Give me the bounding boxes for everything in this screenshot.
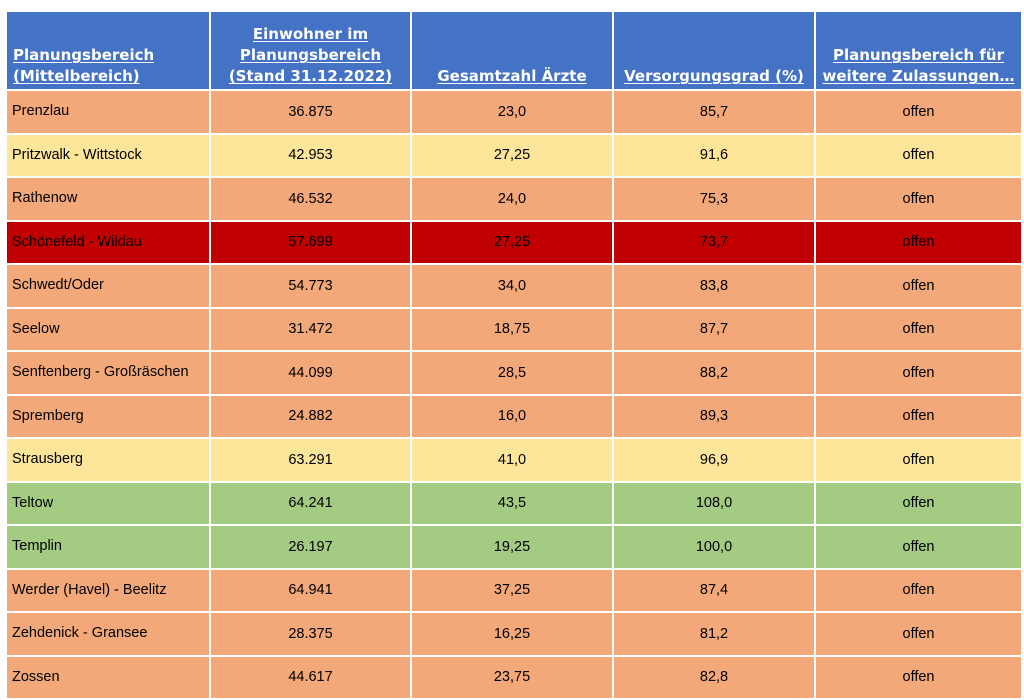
cell-zulassungsstatus: offen — [814, 263, 1023, 309]
cell-gesamtzahl-aerzte: 19,25 — [410, 524, 614, 570]
cell-einwohner: 31.472 — [209, 306, 412, 352]
cell-zulassungsstatus: offen — [814, 306, 1023, 352]
cell-zulassungsstatus: offen — [814, 176, 1023, 222]
cell-planungsbereich: Schwedt/Oder — [5, 263, 211, 309]
cell-einwohner: 44.617 — [209, 654, 412, 700]
cell-zulassungsstatus: offen — [814, 480, 1023, 526]
cell-versorgungsgrad: 85,7 — [612, 89, 816, 135]
cell-zulassungsstatus: offen — [814, 393, 1023, 439]
cell-gesamtzahl-aerzte: 24,0 — [410, 176, 614, 222]
table-row: Strausberg 63.291 41,0 96,9 offen — [5, 437, 1023, 483]
cell-versorgungsgrad: 83,8 — [612, 263, 816, 309]
cell-versorgungsgrad: 87,4 — [612, 567, 816, 613]
cell-planungsbereich: Templin — [5, 524, 211, 570]
cell-versorgungsgrad: 81,2 — [612, 611, 816, 657]
table-row: Zehdenick - Gransee 28.375 16,25 81,2 offen — [5, 611, 1023, 657]
cell-planungsbereich: Werder (Havel) - Beelitz — [5, 567, 211, 613]
cell-gesamtzahl-aerzte: 41,0 — [410, 437, 614, 483]
cell-einwohner: 64.941 — [209, 567, 412, 613]
cell-gesamtzahl-aerzte: 28,5 — [410, 350, 614, 396]
cell-zulassungsstatus: offen — [814, 89, 1023, 135]
cell-gesamtzahl-aerzte: 34,0 — [410, 263, 614, 309]
cell-einwohner: 26.197 — [209, 524, 412, 570]
cell-versorgungsgrad: 82,8 — [612, 654, 816, 700]
table-row: Seelow 31.472 18,75 87,7 offen — [5, 306, 1023, 352]
cell-planungsbereich: Pritzwalk - Wittstock — [5, 132, 211, 178]
cell-einwohner: 44.099 — [209, 350, 412, 396]
cell-planungsbereich: Zehdenick - Gransee — [5, 611, 211, 657]
table-row: Prenzlau 36.875 23,0 85,7 offen — [5, 89, 1023, 135]
cell-einwohner: 54.773 — [209, 263, 412, 309]
table-row: Spremberg 24.882 16,0 89,3 offen — [5, 393, 1023, 439]
cell-gesamtzahl-aerzte: 16,25 — [410, 611, 614, 657]
cell-versorgungsgrad: 91,6 — [612, 132, 816, 178]
table-row: Zossen 44.617 23,75 82,8 offen — [5, 654, 1023, 700]
cell-planungsbereich: Spremberg — [5, 393, 211, 439]
table-row: Schönefeld - Wildau 57.699 27,25 73,7 offen — [5, 219, 1023, 265]
cell-versorgungsgrad: 108,0 — [612, 480, 816, 526]
cell-zulassungsstatus: offen — [814, 350, 1023, 396]
cell-planungsbereich: Senftenberg - Großräschen — [5, 350, 211, 396]
versorgung-table: Planungsbereich (Mittelbereich) Einwohne… — [5, 10, 1023, 700]
cell-planungsbereich: Schönefeld - Wildau — [5, 219, 211, 265]
cell-gesamtzahl-aerzte: 18,75 — [410, 306, 614, 352]
cell-gesamtzahl-aerzte: 37,25 — [410, 567, 614, 613]
table-row: Senftenberg - Großräschen 44.099 28,5 88,2 o… — [5, 350, 1023, 396]
cell-versorgungsgrad: 88,2 — [612, 350, 816, 396]
cell-versorgungsgrad: 100,0 — [612, 524, 816, 570]
cell-versorgungsgrad: 89,3 — [612, 393, 816, 439]
cell-gesamtzahl-aerzte: 43,5 — [410, 480, 614, 526]
cell-zulassungsstatus: offen — [814, 611, 1023, 657]
header-planungsbereich: Planungsbereich (Mittelbereich) — [5, 10, 211, 91]
cell-einwohner: 64.241 — [209, 480, 412, 526]
cell-versorgungsgrad: 87,7 — [612, 306, 816, 352]
table-row: Rathenow 46.532 24,0 75,3 offen — [5, 176, 1023, 222]
cell-versorgungsgrad: 73,7 — [612, 219, 816, 265]
header-gesamtzahl-aerzte: Gesamtzahl Ärzte — [410, 10, 614, 91]
cell-einwohner: 57.699 — [209, 219, 412, 265]
cell-einwohner: 42.953 — [209, 132, 412, 178]
cell-planungsbereich: Seelow — [5, 306, 211, 352]
cell-gesamtzahl-aerzte: 16,0 — [410, 393, 614, 439]
cell-einwohner: 63.291 — [209, 437, 412, 483]
cell-zulassungsstatus: offen — [814, 437, 1023, 483]
cell-gesamtzahl-aerzte: 23,0 — [410, 89, 614, 135]
cell-planungsbereich: Strausberg — [5, 437, 211, 483]
table-row: Pritzwalk - Wittstock 42.953 27,25 91,6 offe… — [5, 132, 1023, 178]
cell-zulassungsstatus: offen — [814, 132, 1023, 178]
cell-zulassungsstatus: offen — [814, 219, 1023, 265]
cell-einwohner: 28.375 — [209, 611, 412, 657]
cell-planungsbereich: Teltow — [5, 480, 211, 526]
cell-zulassungsstatus: offen — [814, 524, 1023, 570]
cell-versorgungsgrad: 96,9 — [612, 437, 816, 483]
cell-planungsbereich: Zossen — [5, 654, 211, 700]
header-row: Planungsbereich (Mittelbereich) Einwohne… — [5, 10, 1023, 91]
cell-planungsbereich: Rathenow — [5, 176, 211, 222]
header-weitere-zulassungen: Planungsbereich für weitere Zulassungen… — [814, 10, 1023, 91]
cell-planungsbereich: Prenzlau — [5, 89, 211, 135]
cell-einwohner: 46.532 — [209, 176, 412, 222]
cell-gesamtzahl-aerzte: 27,25 — [410, 132, 614, 178]
cell-gesamtzahl-aerzte: 23,75 — [410, 654, 614, 700]
table-body: Prenzlau 36.875 23,0 85,7 offen Pritzwalk - W… — [5, 89, 1023, 700]
header-einwohner: Einwohner im Planungsbereich (Stand 31.1… — [209, 10, 412, 91]
header-versorgungsgrad: Versorgungsgrad (%) — [612, 10, 816, 91]
cell-einwohner: 36.875 — [209, 89, 412, 135]
cell-zulassungsstatus: offen — [814, 567, 1023, 613]
cell-zulassungsstatus: offen — [814, 654, 1023, 700]
cell-gesamtzahl-aerzte: 27,25 — [410, 219, 614, 265]
table-row: Templin 26.197 19,25 100,0 offen — [5, 524, 1023, 570]
cell-einwohner: 24.882 — [209, 393, 412, 439]
table-row: Teltow 64.241 43,5 108,0 offen — [5, 480, 1023, 526]
cell-versorgungsgrad: 75,3 — [612, 176, 816, 222]
table-row: Schwedt/Oder 54.773 34,0 83,8 offen — [5, 263, 1023, 309]
table-row: Werder (Havel) - Beelitz 64.941 37,25 87,4 o… — [5, 567, 1023, 613]
